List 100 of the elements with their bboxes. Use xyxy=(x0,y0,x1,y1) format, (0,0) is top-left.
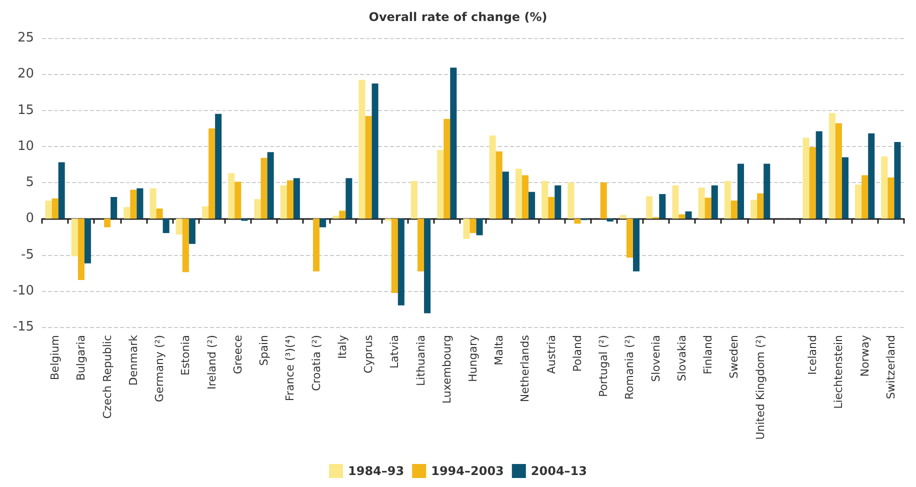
bar xyxy=(809,147,816,219)
x-tick-label: Luxembourg xyxy=(440,335,454,404)
bar xyxy=(208,128,216,219)
x-tick-label: Ireland (²) xyxy=(205,335,218,390)
bar xyxy=(313,218,320,272)
bar xyxy=(568,182,574,219)
x-tick-label: Switzerland xyxy=(884,335,898,400)
bar xyxy=(496,151,502,219)
bar xyxy=(254,199,261,219)
x-tick-label: Portugal (²) xyxy=(597,335,610,398)
bar xyxy=(711,185,718,219)
bar xyxy=(698,188,705,219)
x-tick-label: Spain xyxy=(258,334,271,366)
bar xyxy=(444,118,450,219)
bar xyxy=(372,84,378,219)
x-tick-label: Liechtenstein xyxy=(832,334,846,409)
x-tick-label: Bulgaria xyxy=(74,335,88,381)
bar xyxy=(672,185,679,219)
bar xyxy=(136,188,144,219)
x-tick-label: Greece xyxy=(231,334,244,374)
x-tick-label: Sweden xyxy=(728,334,741,378)
bar xyxy=(659,194,666,219)
bar xyxy=(358,80,366,219)
bar xyxy=(130,190,137,219)
bar xyxy=(346,178,352,219)
bar xyxy=(600,182,607,219)
bar xyxy=(71,218,78,256)
bar xyxy=(542,181,548,219)
bar xyxy=(881,156,888,219)
bar xyxy=(162,218,170,234)
bar xyxy=(365,116,372,219)
bar xyxy=(437,150,444,219)
x-tick-label: Netherlands xyxy=(518,334,532,402)
chart-title: Overall rate of change (%) xyxy=(368,10,548,24)
x-tick-label: Belgium xyxy=(48,335,62,380)
bar xyxy=(104,218,111,228)
x-tick-label: Estonia xyxy=(179,335,192,376)
bar xyxy=(470,218,476,234)
bar xyxy=(110,196,118,219)
bar xyxy=(463,218,470,239)
x-tick-label: Austria xyxy=(544,335,558,374)
y-tick-label: 25 xyxy=(17,30,34,46)
bar xyxy=(842,157,848,219)
bar xyxy=(202,206,209,219)
bar xyxy=(150,188,156,219)
bar xyxy=(280,185,287,219)
x-tick-label: Slovenia xyxy=(649,335,662,382)
bar xyxy=(215,114,222,219)
bar xyxy=(730,200,738,219)
bar xyxy=(704,198,712,219)
bar xyxy=(528,192,536,219)
x-tick-label: Italy xyxy=(336,334,349,359)
bar xyxy=(685,211,692,219)
x-tick-label: Croatia (²) xyxy=(310,335,323,392)
bar xyxy=(489,136,496,219)
bar xyxy=(58,162,65,219)
bar xyxy=(182,218,189,272)
x-tick-label: Finland xyxy=(702,335,715,374)
bar xyxy=(737,164,744,219)
bar xyxy=(894,142,901,219)
bar xyxy=(502,172,509,219)
bar xyxy=(476,218,483,236)
bar xyxy=(52,198,58,219)
bar xyxy=(84,218,91,264)
y-tick-label: 15 xyxy=(17,102,34,118)
x-tick-label: Hungary xyxy=(466,334,480,382)
bar xyxy=(293,178,300,219)
bar xyxy=(835,123,842,219)
bar xyxy=(156,208,163,219)
bar xyxy=(646,196,653,219)
x-tick-label: Malta xyxy=(492,335,506,366)
bar xyxy=(764,164,770,219)
x-tick-label: Lithuania xyxy=(414,335,428,386)
bar xyxy=(862,175,868,219)
bar xyxy=(626,218,633,258)
bar xyxy=(260,158,268,219)
bar xyxy=(868,133,875,219)
legend-label: 1984–93 xyxy=(348,464,404,478)
bar xyxy=(332,216,340,219)
x-tick-label: Poland xyxy=(570,335,584,372)
bar xyxy=(522,175,529,219)
y-tick-label: 10 xyxy=(17,138,34,154)
bar xyxy=(574,218,581,224)
bar xyxy=(391,218,398,294)
bar xyxy=(228,173,235,219)
bar xyxy=(678,214,686,219)
bar xyxy=(620,215,626,219)
bar xyxy=(176,218,182,235)
y-tick-label: -15 xyxy=(12,320,34,334)
bar xyxy=(888,177,894,219)
bar xyxy=(816,131,822,219)
x-tick-label: United Kingdom (²) xyxy=(754,335,767,440)
x-tick-label: Latvia xyxy=(388,335,402,368)
legend-label: 1994–2003 xyxy=(431,464,504,478)
bar xyxy=(606,218,614,222)
bar xyxy=(398,218,404,306)
y-tick-label: 0 xyxy=(26,211,34,226)
x-tick-label: Norway xyxy=(858,334,872,377)
y-tick-label: 5 xyxy=(26,175,34,190)
x-tick-label: Iceland xyxy=(806,335,820,375)
